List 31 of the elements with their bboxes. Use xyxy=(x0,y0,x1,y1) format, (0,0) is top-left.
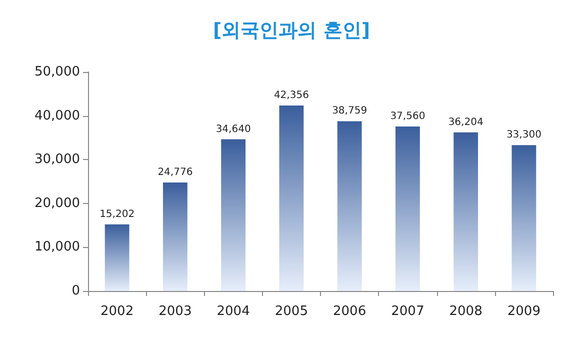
x-tick-label: 2004 xyxy=(216,304,250,319)
data-label: 38,759 xyxy=(332,106,368,117)
bar xyxy=(454,132,478,291)
data-label: 42,356 xyxy=(274,90,309,101)
y-tick-label: 10,000 xyxy=(34,240,80,255)
bar xyxy=(162,182,188,291)
bar xyxy=(104,224,130,291)
bar xyxy=(279,105,304,291)
x-tick-label: 2006 xyxy=(333,304,366,319)
x-tick-label: 2007 xyxy=(391,304,424,319)
bar xyxy=(337,121,362,291)
x-tick-label: 2002 xyxy=(100,304,134,319)
y-tick-label: 0 xyxy=(72,284,80,298)
data-label: 36,204 xyxy=(448,116,484,128)
y-tick-label: 40,000 xyxy=(34,108,80,124)
x-tick-label: 2009 xyxy=(507,304,540,319)
bar xyxy=(221,139,246,291)
y-tick-label: 30,000 xyxy=(34,152,80,168)
bar xyxy=(395,126,420,291)
y-tick-label: 20,000 xyxy=(34,196,80,211)
x-tick-label: 2005 xyxy=(274,304,308,319)
data-label: 33,300 xyxy=(506,130,542,141)
chart-title: [외국인과의 혼인] xyxy=(213,20,370,42)
y-tick-label: 50,000 xyxy=(34,64,80,80)
x-tick-label: 2003 xyxy=(158,304,192,319)
data-label: 24,776 xyxy=(158,166,193,178)
data-label: 34,640 xyxy=(216,124,251,135)
x-tick-label: 2008 xyxy=(449,304,482,319)
data-label: 15,202 xyxy=(100,208,135,220)
data-label: 37,560 xyxy=(390,110,426,122)
bar xyxy=(512,145,536,291)
